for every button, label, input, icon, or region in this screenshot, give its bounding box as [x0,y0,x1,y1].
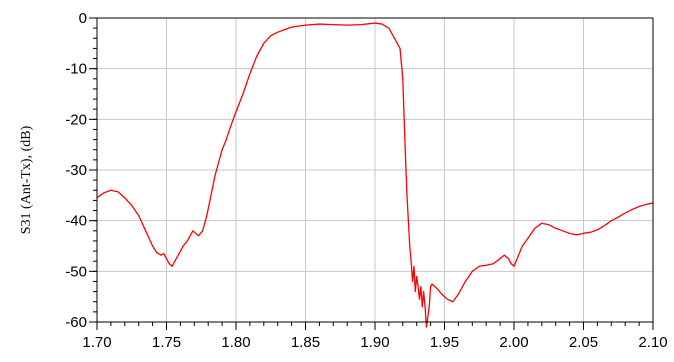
plot-area-frame [96,17,654,323]
x-tick-label: 2.00 [499,334,528,351]
y-axis-title: S31 (Ant-Tx), (dB) [19,125,34,234]
x-tick-label: 1.90 [360,334,389,351]
x-tick-label: 2.05 [569,334,598,351]
y-tick-label: -40 [65,213,87,230]
y-tick-label: -20 [65,111,87,128]
y-tick-labels: 0 -10 -20 -30 -40 -50 -60 [65,10,87,331]
x-tick-label: 1.85 [291,334,320,351]
x-tick-label: 2.10 [638,334,667,351]
x-tick-label: 1.95 [430,334,459,351]
y-tick-label: -60 [65,314,87,331]
x-tick-label: 1.70 [82,334,111,351]
series-line-s31 [96,22,654,328]
y-tick-label: -50 [65,263,87,280]
y-tick-label: 0 [79,10,87,27]
x-tick-label: 1.80 [221,334,250,351]
y-tick-label: -30 [65,162,87,179]
grid-lines [97,18,653,322]
x-tick-label: 1.75 [152,334,181,351]
y-tick-label: -10 [65,61,87,78]
tick-marks [89,17,654,330]
x-tick-labels: 1.70 1.75 1.80 1.85 1.90 1.95 2.00 2.05 2.10 [82,334,667,351]
